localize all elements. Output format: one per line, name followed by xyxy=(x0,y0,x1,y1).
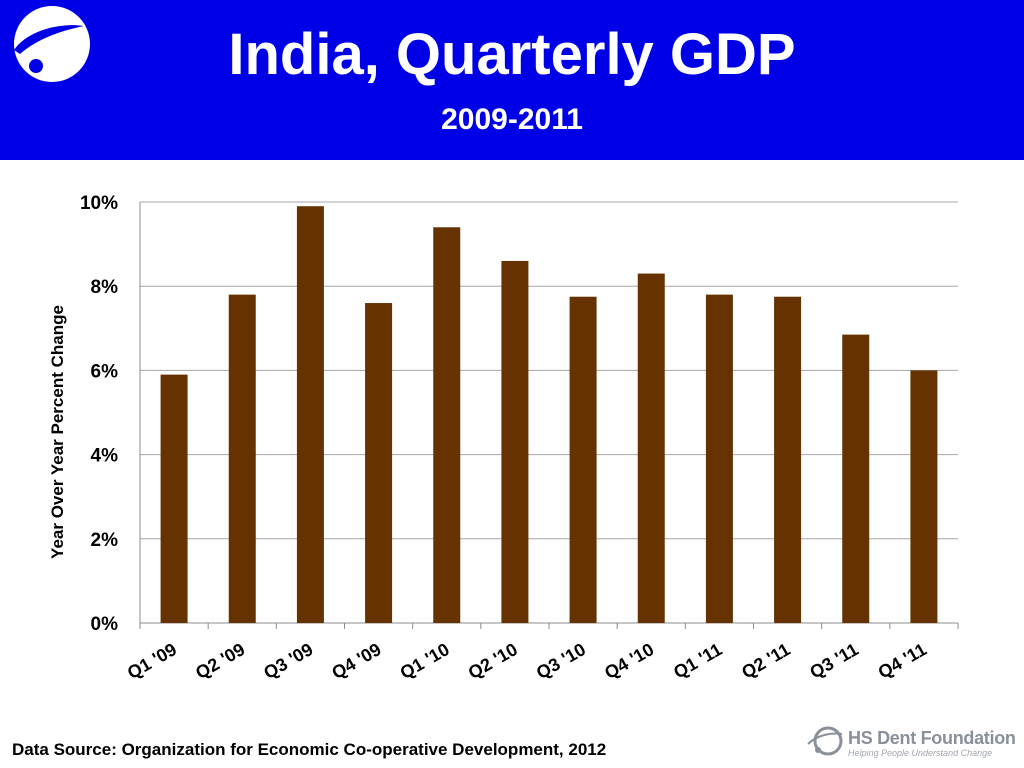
y-tick-label: 10% xyxy=(80,193,118,214)
bar xyxy=(569,296,597,623)
bar xyxy=(705,294,733,623)
x-tick-label: Q2 '09 xyxy=(192,639,248,683)
bar xyxy=(365,303,393,623)
bar-chart: 0% 2% 4% 6% 8% 10% Q1 '09 Q2 '09 Q3 '09 Q4 '09 Q1 … xyxy=(80,193,959,683)
x-tick-label: Q1 '10 xyxy=(397,639,453,683)
brand-tagline: Helping People Understand Change xyxy=(848,748,993,758)
title-banner: India, Quarterly GDP 2009-2011 xyxy=(0,0,1024,160)
bar xyxy=(637,273,665,623)
x-tick-label: Q4 '09 xyxy=(328,639,384,683)
x-tick-label: Q2 '11 xyxy=(738,639,793,682)
bar xyxy=(910,370,938,623)
y-tick-label: 8% xyxy=(91,277,119,298)
x-tick-label: Q3 '10 xyxy=(533,639,589,683)
data-source-note: Data Source: Organization for Economic C… xyxy=(12,740,607,759)
brand-logo: HS Dent Foundation Helping People Unders… xyxy=(806,726,1018,764)
y-tick-label: 6% xyxy=(91,361,119,382)
bar xyxy=(160,374,188,623)
x-tick-label: Q1 '11 xyxy=(670,639,725,682)
bar xyxy=(228,294,256,623)
brand-name: HS Dent Foundation xyxy=(848,728,1016,748)
y-tick-label: 4% xyxy=(91,446,119,467)
y-axis-label: Year Over Year Percent Change xyxy=(48,305,67,559)
hs-dent-foundation-icon xyxy=(807,726,843,756)
bar xyxy=(296,206,324,623)
x-tick-label: Q2 '10 xyxy=(465,639,521,683)
bar xyxy=(842,334,870,623)
page-title: India, Quarterly GDP xyxy=(228,22,796,87)
hs-dent-swoosh-icon xyxy=(14,6,90,82)
x-tick-label: Q4 '10 xyxy=(601,639,657,683)
y-tick-label: 2% xyxy=(91,530,119,551)
y-tick-label: 0% xyxy=(91,614,119,635)
x-tick-label: Q4 '11 xyxy=(875,639,930,682)
bar xyxy=(501,260,529,623)
bar xyxy=(774,296,802,623)
x-tick-label: Q1 '09 xyxy=(124,639,180,683)
page-subtitle: 2009-2011 xyxy=(441,103,583,136)
bar xyxy=(433,227,461,623)
x-tick-label: Q3 '09 xyxy=(260,639,316,683)
x-tick-label: Q3 '11 xyxy=(806,639,861,682)
